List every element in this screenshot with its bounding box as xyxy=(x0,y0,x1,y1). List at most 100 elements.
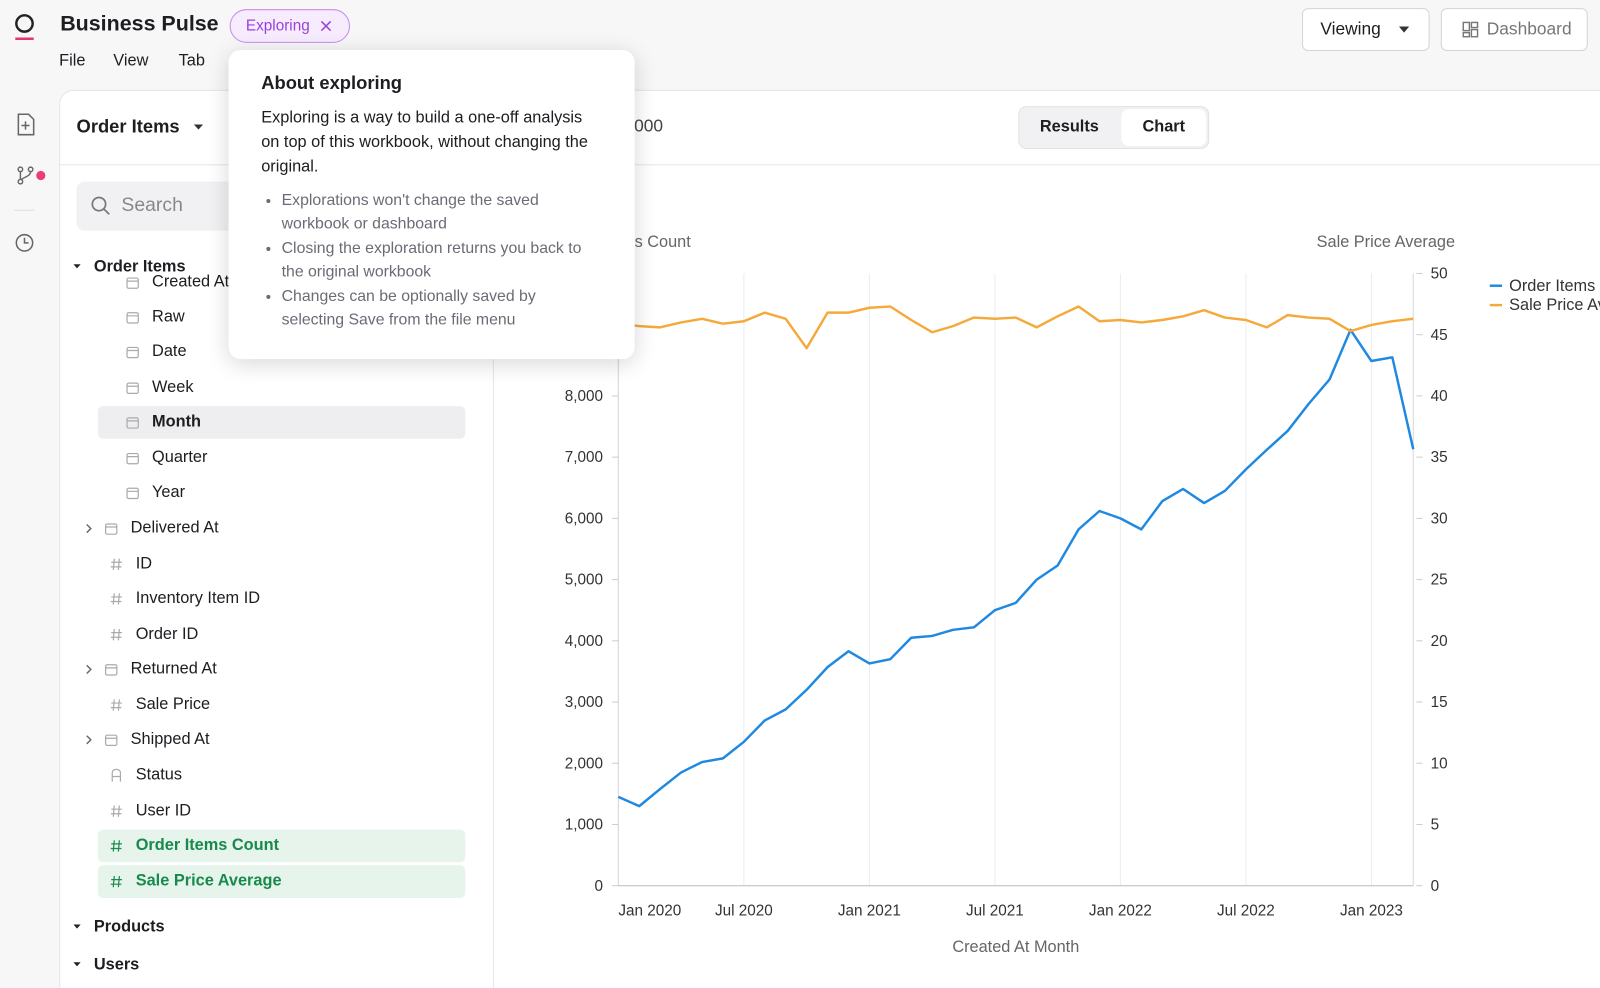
y2-tick-label: 10 xyxy=(1431,755,1448,772)
field-icon xyxy=(126,346,139,359)
field-row[interactable]: Month xyxy=(97,406,466,439)
chevron xyxy=(73,924,81,929)
search-icon xyxy=(91,196,110,215)
field-row[interactable]: ID xyxy=(98,548,465,581)
popover: About exploring Exploring is a way to bu… xyxy=(228,49,635,360)
group-row: Order Items xyxy=(71,251,186,284)
field-label: Year xyxy=(152,483,186,502)
field-icon xyxy=(110,805,122,817)
chevron xyxy=(73,264,81,269)
field-row[interactable]: Quarter xyxy=(98,442,465,475)
y-tick-label: 1,000 xyxy=(565,817,603,834)
y2-tick-label: 0 xyxy=(1431,878,1440,895)
field-label: Quarter xyxy=(152,448,208,467)
field-row[interactable]: User ID xyxy=(98,795,465,828)
chart-tab[interactable]: Chart xyxy=(1121,109,1207,146)
field-label: Date xyxy=(152,342,187,361)
exploring-badge[interactable]: Exploring xyxy=(229,9,350,43)
calendar xyxy=(104,523,118,535)
group-label: Users xyxy=(93,956,140,974)
y-tick-label: 5,000 xyxy=(565,572,603,589)
field-row[interactable]: Status xyxy=(98,759,465,792)
y-tick-label: 7,000 xyxy=(565,449,603,466)
popover-list: Explorations won't change the saved work… xyxy=(261,190,602,332)
field-label: Week xyxy=(152,378,194,396)
field-label: Created At xyxy=(152,273,230,291)
y-tick-label: 8,000 xyxy=(565,388,603,405)
field-row[interactable]: Order ID xyxy=(98,618,465,651)
viewing-button[interactable]: Viewing xyxy=(1302,8,1430,52)
hash xyxy=(110,593,122,605)
popover-title: About exploring xyxy=(261,72,403,93)
y2-axis-title: Sale Price Average xyxy=(1317,233,1455,251)
field-icon xyxy=(126,312,139,324)
chevron xyxy=(86,735,92,745)
field-row[interactable]: Week xyxy=(98,371,465,404)
calendar xyxy=(104,664,118,676)
field-row[interactable]: Raw xyxy=(98,301,465,334)
field-label: User ID xyxy=(135,802,192,820)
dashboard-button[interactable]: Dashboard xyxy=(1440,8,1588,52)
y2-tick-label: 20 xyxy=(1431,633,1448,650)
results-tab[interactable]: Results xyxy=(1039,118,1099,136)
chevron xyxy=(86,523,92,534)
x-tick-label: Jul 2020 xyxy=(715,902,773,919)
logo xyxy=(15,14,34,40)
group-row: Users xyxy=(71,949,139,982)
dashboard-text: Dashboard xyxy=(1486,19,1572,39)
source-select[interactable]: Order Items xyxy=(77,116,204,137)
series-line xyxy=(617,328,1415,808)
menu-tab[interactable]: Tab xyxy=(178,52,205,70)
expanded-caret xyxy=(73,264,81,269)
field-label: Month xyxy=(152,413,202,431)
popover-bullet: Changes can be optionally saved by selec… xyxy=(282,286,602,332)
popover-bullet: Explorations won't change the saved work… xyxy=(282,190,602,236)
field-icon xyxy=(110,593,122,605)
calendar xyxy=(126,382,139,394)
calendar xyxy=(126,487,139,500)
field-label: Raw xyxy=(152,308,185,326)
chevron xyxy=(86,523,92,534)
close-icon[interactable] xyxy=(320,20,331,32)
y-tick-label: 6,000 xyxy=(565,510,603,527)
field-icon xyxy=(126,487,139,500)
field-icon xyxy=(126,452,139,465)
field-label: Status xyxy=(135,766,182,784)
field-row[interactable]: Inventory Item ID xyxy=(98,583,465,616)
dashboard-icon xyxy=(1462,21,1479,38)
search-placeholder: Search xyxy=(121,194,183,217)
hash xyxy=(110,699,122,711)
field-icon xyxy=(110,840,122,852)
y-tick-label: 4,000 xyxy=(565,633,603,650)
field-icon xyxy=(126,382,139,394)
x-tick-label: Jul 2022 xyxy=(1217,902,1275,919)
field-label: Inventory Item ID xyxy=(135,589,261,608)
field-icon xyxy=(110,875,122,888)
calendar xyxy=(104,734,118,747)
workbook-title: Business Pulse xyxy=(60,12,219,36)
hash xyxy=(110,558,122,570)
hash xyxy=(110,805,122,817)
field-row[interactable]: Returned At xyxy=(82,653,449,686)
group-label: Order Items xyxy=(93,258,186,276)
menu-view[interactable]: View xyxy=(113,52,149,70)
field-row[interactable]: Sale Price Average xyxy=(97,865,466,898)
group-row: Products xyxy=(71,911,165,944)
y2-tick-label: 30 xyxy=(1431,510,1448,527)
y-tick-label: 2,000 xyxy=(565,755,603,772)
field-row[interactable]: Order Items Count xyxy=(97,829,466,863)
y2-tick-label: 35 xyxy=(1431,449,1448,466)
popover-bullet: Closing the exploration returns you back… xyxy=(282,238,602,284)
field-row[interactable]: Shipped At xyxy=(82,723,449,756)
field-row[interactable]: Created At xyxy=(98,266,465,299)
group-label: Products xyxy=(93,918,165,936)
menu-file[interactable]: File xyxy=(59,52,86,70)
field-row[interactable]: Year xyxy=(98,477,465,510)
divider xyxy=(492,89,494,988)
field-row[interactable]: Delivered At xyxy=(82,512,449,545)
hash xyxy=(110,629,122,641)
field-row[interactable]: Date xyxy=(98,336,465,369)
field-label: Shipped At xyxy=(130,730,210,748)
field-row[interactable]: Sale Price xyxy=(98,689,465,722)
